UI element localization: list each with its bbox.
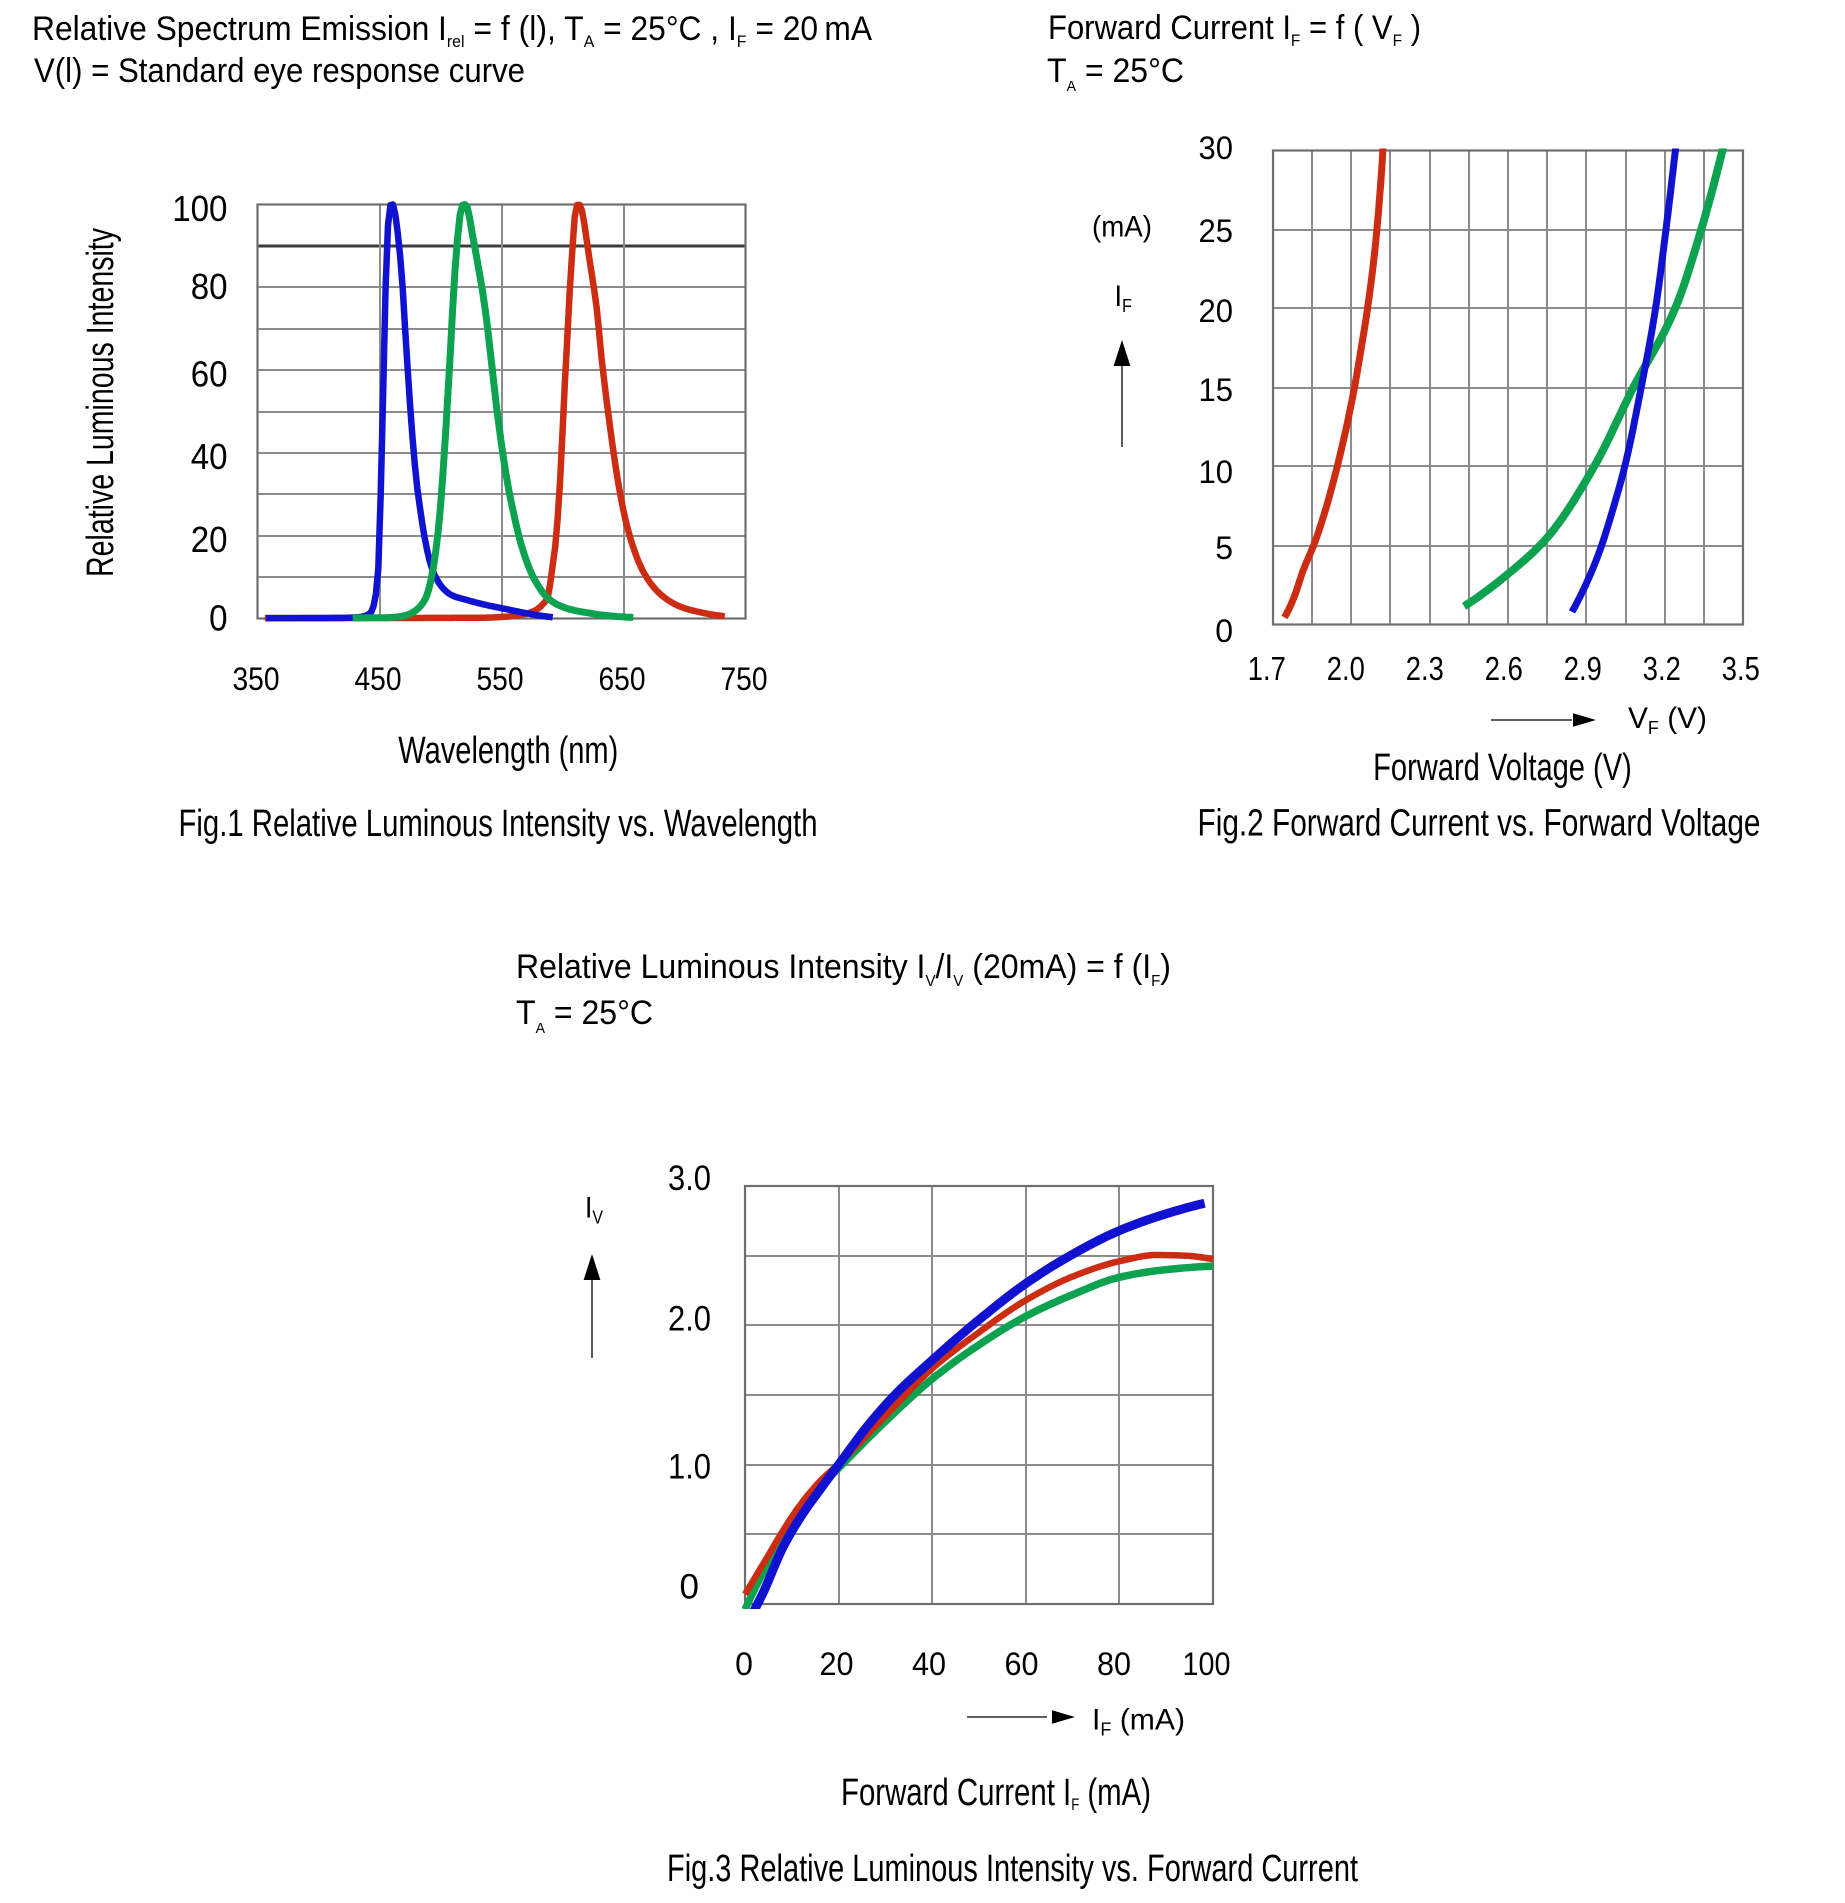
svg-text:Fig.2 Forward Current vs. Forw: Fig.2 Forward Current vs. Forward Voltag… — [1198, 803, 1761, 845]
svg-text:2.0: 2.0 — [1327, 650, 1365, 687]
svg-text:= 25°C: = 25°C — [545, 994, 653, 1032]
svg-text:3.0: 3.0 — [668, 1159, 711, 1198]
svg-text:Forward Voltage (V): Forward Voltage (V) — [1373, 747, 1632, 789]
svg-text:Fig.1 Relative Luminous Intens: Fig.1 Relative Luminous Intensity vs. Wa… — [179, 803, 818, 845]
svg-text:): ) — [1160, 948, 1171, 986]
svg-text:F: F — [1071, 1795, 1079, 1814]
svg-text:V: V — [926, 973, 936, 990]
svg-text:450: 450 — [355, 661, 402, 697]
svg-text:F: F — [1648, 718, 1659, 738]
svg-text:Forward Current I: Forward Current I — [841, 1772, 1071, 1814]
svg-text:(V): (V) — [1659, 702, 1707, 735]
svg-text:= f (l), T: = f (l), T — [465, 10, 584, 48]
svg-text:3.5: 3.5 — [1722, 650, 1760, 687]
svg-text:10: 10 — [1199, 454, 1234, 490]
svg-text:F: F — [1122, 296, 1132, 316]
svg-text:60: 60 — [191, 354, 228, 395]
svg-text:= 25°C: = 25°C — [1076, 52, 1184, 90]
svg-text:30: 30 — [1199, 130, 1234, 166]
svg-text:15: 15 — [1199, 372, 1234, 408]
svg-text:T: T — [516, 994, 536, 1032]
svg-text:= 20 mA: = 20 mA — [747, 10, 873, 48]
svg-text:V: V — [592, 1208, 603, 1228]
svg-text:= f ( V: = f ( V — [1300, 9, 1392, 47]
svg-text:F: F — [1291, 31, 1300, 50]
svg-text:2.3: 2.3 — [1406, 650, 1444, 687]
svg-text:550: 550 — [477, 661, 524, 697]
svg-text:80: 80 — [191, 266, 228, 307]
svg-text:I: I — [1115, 280, 1123, 313]
svg-text:Wavelength (nm): Wavelength (nm) — [398, 730, 618, 772]
svg-text:0: 0 — [735, 1646, 753, 1682]
svg-text:80: 80 — [1097, 1646, 1131, 1682]
svg-text:F: F — [1393, 31, 1402, 50]
svg-text:Forward Current I: Forward Current I — [1048, 9, 1291, 47]
svg-text:(mA): (mA) — [1092, 211, 1152, 244]
svg-text:I: I — [585, 1192, 592, 1225]
svg-text:0: 0 — [209, 598, 227, 639]
svg-text:350: 350 — [233, 661, 280, 697]
svg-text:20: 20 — [191, 519, 228, 560]
svg-text:V(l) = Standard eye response c: V(l) = Standard eye response curve — [34, 52, 525, 90]
svg-text:40: 40 — [191, 436, 228, 477]
svg-text:40: 40 — [912, 1646, 946, 1682]
svg-text:/I: /I — [936, 948, 954, 986]
svg-text:100: 100 — [1183, 1646, 1231, 1682]
svg-text:Relative Luminous Intensity I: Relative Luminous Intensity I — [516, 948, 925, 986]
svg-text:(mA): (mA) — [1079, 1772, 1151, 1814]
svg-text:): ) — [1402, 9, 1421, 47]
svg-text:Relative Spectrum Emission I: Relative Spectrum Emission I — [32, 10, 447, 48]
svg-text:5: 5 — [1215, 530, 1233, 566]
svg-text:Fig.3 Relative Luminous Intens: Fig.3 Relative Luminous Intensity vs. Fo… — [667, 1848, 1358, 1890]
svg-text:F: F — [737, 32, 747, 51]
svg-text:A: A — [584, 32, 595, 51]
svg-text:F: F — [1151, 973, 1160, 990]
svg-text:rel: rel — [447, 32, 465, 51]
svg-text:60: 60 — [1005, 1646, 1039, 1682]
svg-text:750: 750 — [721, 661, 768, 697]
svg-text:T: T — [1047, 52, 1067, 90]
svg-text:V: V — [1628, 702, 1648, 735]
svg-text:1.7: 1.7 — [1248, 650, 1286, 687]
svg-text:1.0: 1.0 — [668, 1448, 711, 1487]
svg-text:100: 100 — [172, 188, 227, 229]
svg-text:25: 25 — [1199, 213, 1234, 249]
svg-text:= 25°C , I: = 25°C , I — [594, 10, 736, 48]
svg-text:F: F — [1100, 1720, 1111, 1740]
svg-text:Relative Luminous Intensity: Relative Luminous Intensity — [80, 228, 122, 577]
svg-text:V: V — [953, 973, 963, 990]
svg-text:2.9: 2.9 — [1564, 650, 1602, 687]
svg-text:20: 20 — [1199, 293, 1234, 329]
svg-text:A: A — [1067, 78, 1076, 95]
svg-text:0: 0 — [1215, 613, 1233, 649]
svg-text:(mA): (mA) — [1111, 1704, 1185, 1737]
svg-text:0: 0 — [680, 1568, 699, 1607]
svg-text:20: 20 — [820, 1646, 854, 1682]
svg-text:2.6: 2.6 — [1485, 650, 1523, 687]
svg-text:A: A — [536, 1020, 545, 1037]
svg-text:3.2: 3.2 — [1643, 650, 1681, 687]
svg-text:2.0: 2.0 — [668, 1300, 711, 1339]
svg-text:I: I — [1092, 1704, 1100, 1737]
svg-text:650: 650 — [599, 661, 646, 697]
svg-text:(20mA) = f (I: (20mA) = f (I — [963, 948, 1151, 986]
